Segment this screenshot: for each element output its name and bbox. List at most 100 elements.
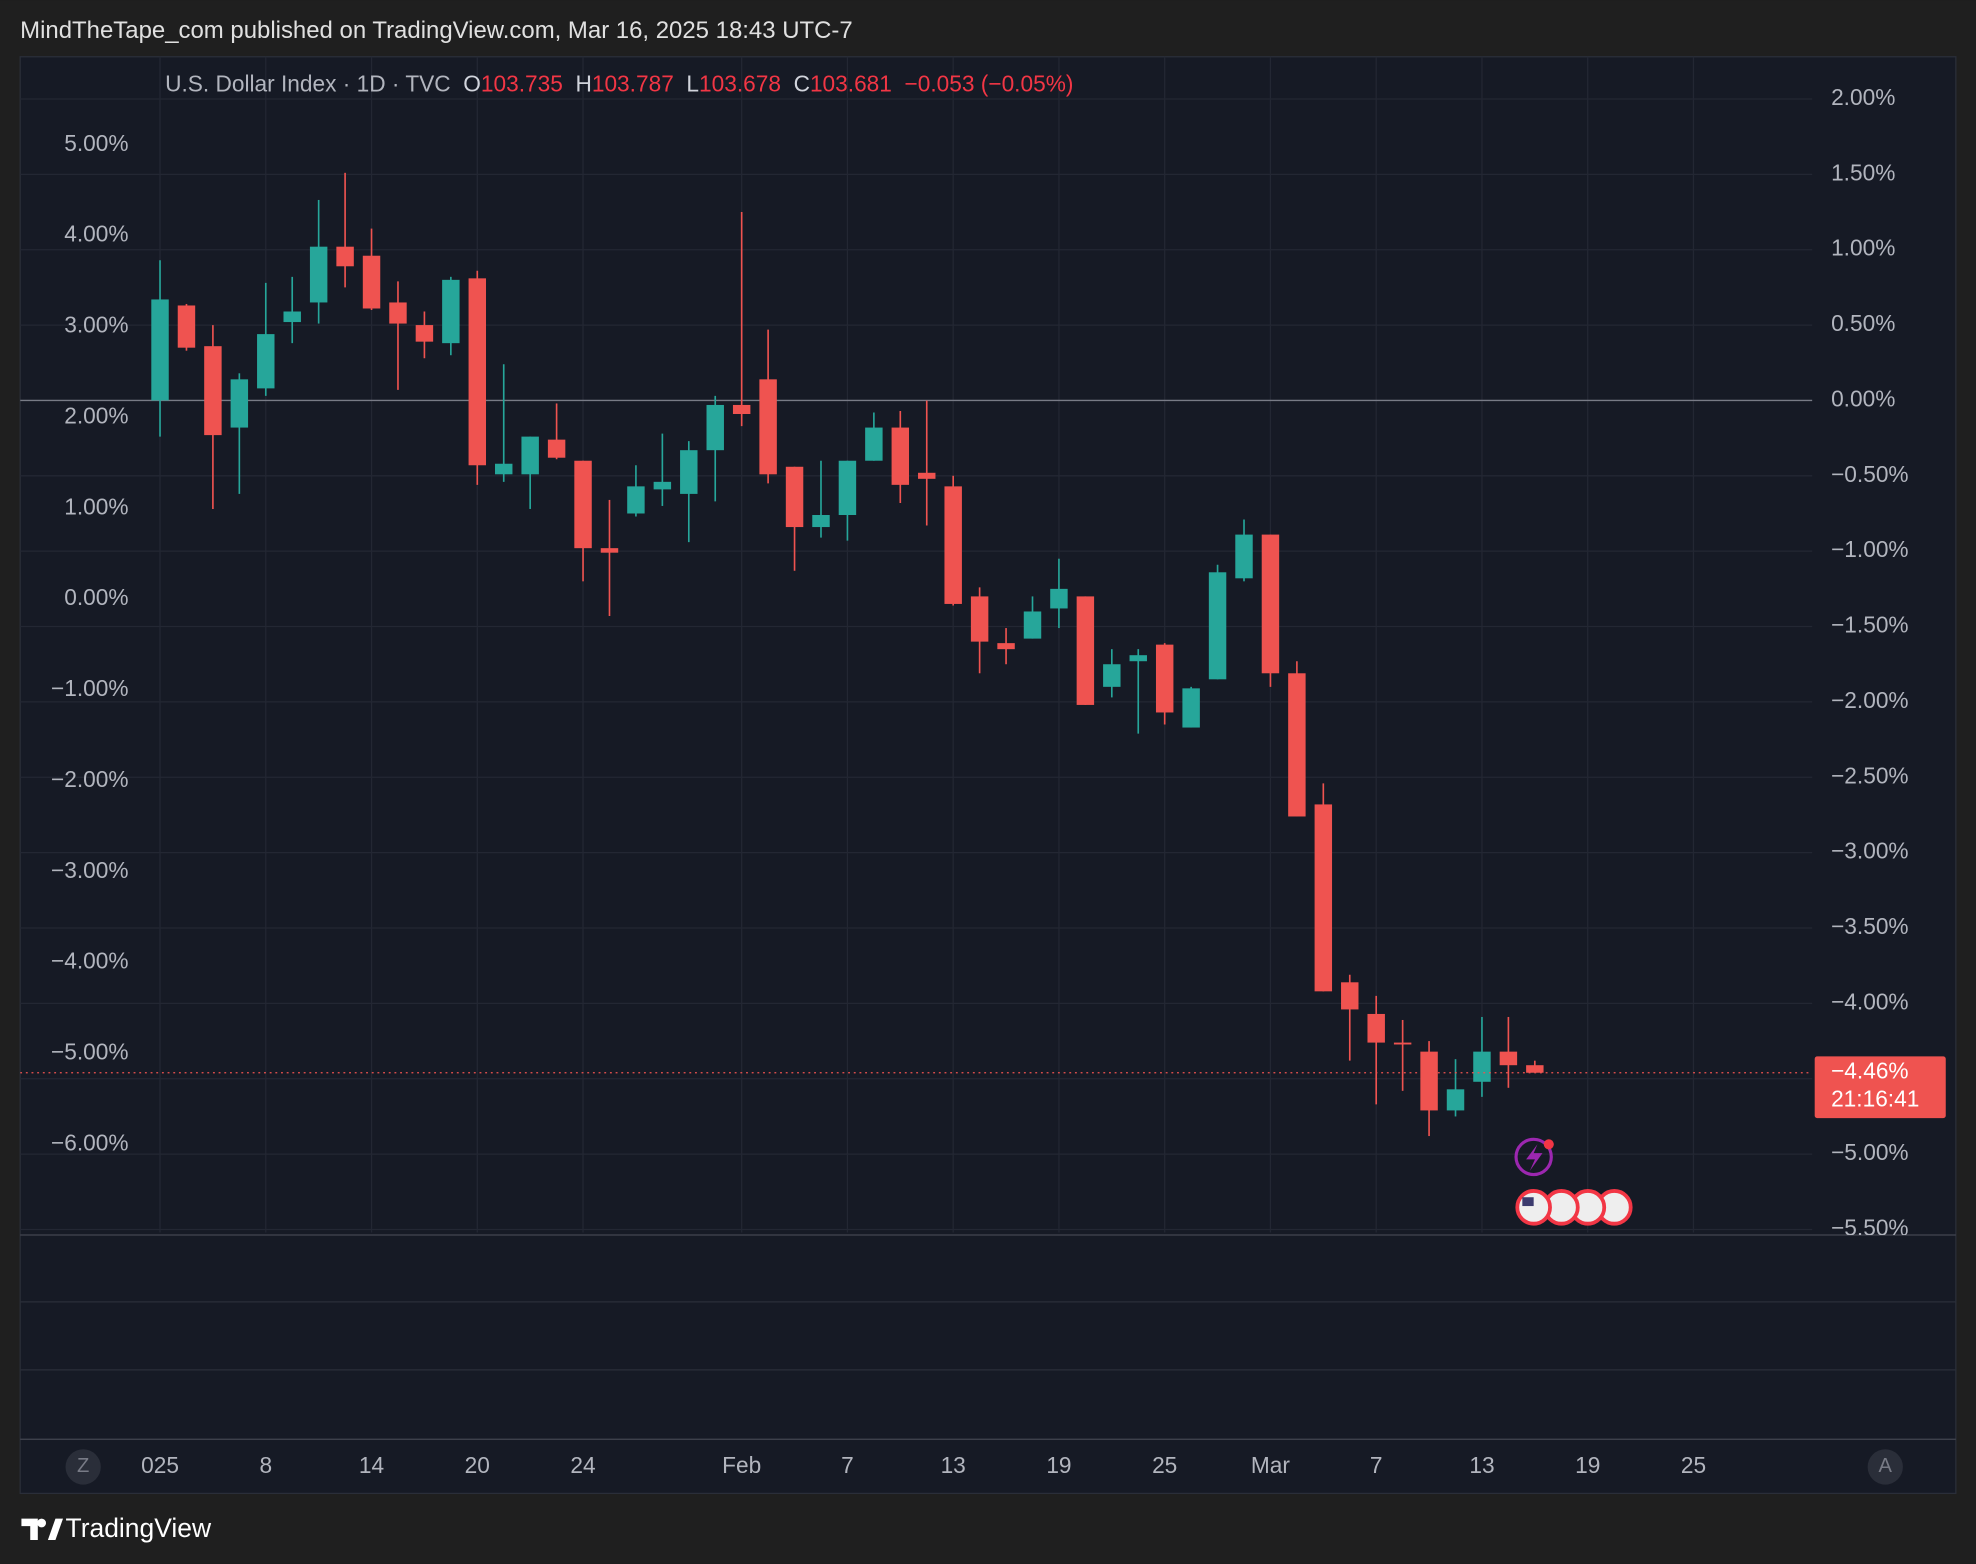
candle-body bbox=[230, 379, 249, 428]
x-tick-label: 19 bbox=[1575, 1452, 1600, 1478]
legend-value: 103.735 bbox=[481, 71, 563, 97]
candle-body bbox=[257, 334, 275, 389]
candle-body bbox=[1235, 534, 1253, 579]
y2-tick-label: −3.00% bbox=[51, 857, 129, 883]
y-tick-label: −2.50% bbox=[1831, 762, 1909, 788]
candle-body bbox=[1076, 596, 1095, 705]
chart-panel bbox=[19, 56, 1957, 1495]
candle-body bbox=[1393, 1042, 1412, 1045]
candle-body bbox=[309, 246, 328, 303]
candle-body bbox=[1261, 534, 1280, 674]
candle-body bbox=[1103, 664, 1121, 687]
y-tick-label: −3.50% bbox=[1831, 913, 1909, 939]
candle-body bbox=[151, 299, 169, 401]
logo bbox=[21, 1518, 64, 1541]
candle-body bbox=[706, 404, 724, 451]
candle-body bbox=[521, 436, 539, 475]
candle-body bbox=[891, 427, 910, 485]
candle-body bbox=[865, 427, 883, 461]
legend-value: 103.678 bbox=[699, 71, 781, 97]
candle-body bbox=[468, 278, 487, 466]
y2-tick-label: −5.00% bbox=[51, 1039, 129, 1065]
candle-body bbox=[283, 311, 301, 323]
y-tick-label: −3.00% bbox=[1831, 838, 1909, 864]
candle-body bbox=[204, 346, 222, 436]
candle-body bbox=[1288, 673, 1306, 817]
button[interactable] bbox=[1867, 1449, 1903, 1485]
x-tick-label: 19 bbox=[1046, 1452, 1071, 1478]
x-tick-label: 8 bbox=[259, 1452, 272, 1478]
button[interactable] bbox=[65, 1449, 101, 1485]
y-tick-label: 2.00% bbox=[1831, 84, 1895, 110]
button-label[interactable]: Z bbox=[77, 1455, 89, 1477]
legend-key: C bbox=[794, 71, 810, 97]
candle-body bbox=[732, 404, 751, 415]
candle-body bbox=[177, 305, 196, 348]
candle-body bbox=[547, 439, 566, 458]
y2-tick-label: 3.00% bbox=[64, 312, 128, 338]
candle-body bbox=[997, 643, 1015, 650]
candle-body bbox=[918, 472, 936, 479]
x-tick-label: 14 bbox=[359, 1452, 384, 1478]
candle-body bbox=[653, 481, 672, 490]
x-tick-label: 7 bbox=[1370, 1452, 1383, 1478]
candle-body bbox=[1050, 588, 1068, 609]
x-tick-label: 20 bbox=[465, 1452, 490, 1478]
candle-body bbox=[1341, 982, 1359, 1010]
candle-body bbox=[680, 450, 698, 494]
legend-value: 103.787 bbox=[592, 71, 674, 97]
y-tick-label: −2.00% bbox=[1831, 687, 1909, 713]
candle-body bbox=[495, 463, 513, 475]
candle-body bbox=[838, 460, 857, 516]
button-label[interactable]: A bbox=[1879, 1455, 1893, 1477]
x-tick-label: 25 bbox=[1152, 1452, 1177, 1478]
y-tick-label: −1.00% bbox=[1831, 536, 1909, 562]
y2-tick-label: −2.00% bbox=[51, 766, 129, 792]
last-price-box bbox=[1814, 1056, 1946, 1119]
last-price-label: −4.46% bbox=[1831, 1058, 1909, 1084]
legend-symbol: U.S. Dollar Index · 1D · TVC bbox=[165, 71, 451, 97]
x-tick-label: 13 bbox=[1469, 1452, 1494, 1478]
y-tick-label: 0.00% bbox=[1831, 385, 1895, 411]
legend-key: L bbox=[686, 71, 699, 97]
candle-body bbox=[389, 302, 407, 324]
y2-tick-label: −1.00% bbox=[51, 675, 129, 701]
countdown: 21:16:41 bbox=[1831, 1085, 1919, 1111]
candle-body bbox=[600, 548, 619, 553]
candle-body bbox=[1314, 804, 1333, 992]
x-tick-label: Feb bbox=[722, 1452, 761, 1478]
legend-key: O bbox=[463, 71, 481, 97]
y-tick-label: −1.50% bbox=[1831, 612, 1909, 638]
candle-body bbox=[1526, 1065, 1544, 1073]
candle-body bbox=[1367, 1013, 1385, 1043]
y-tick-label: 1.50% bbox=[1831, 159, 1895, 185]
candle-body bbox=[1499, 1051, 1518, 1066]
candle-body bbox=[415, 325, 434, 342]
y2-tick-label: −4.00% bbox=[51, 948, 129, 974]
y2-tick-label: −6.00% bbox=[51, 1129, 129, 1155]
x-tick-label: 7 bbox=[841, 1452, 854, 1478]
y2-tick-label: 2.00% bbox=[64, 402, 128, 428]
y-tick-label: −5.00% bbox=[1831, 1139, 1909, 1165]
legend-change: −0.053 (−0.05%) bbox=[905, 71, 1074, 97]
candle-body bbox=[574, 460, 592, 549]
y2-tick-label: 4.00% bbox=[64, 221, 128, 247]
brand: TradingView bbox=[66, 1513, 212, 1543]
legend-value: 103.681 bbox=[810, 71, 892, 97]
candle-body bbox=[1023, 611, 1042, 639]
candle-body bbox=[1420, 1051, 1438, 1111]
y2-tick-label: 0.00% bbox=[64, 584, 128, 610]
header: MindTheTape_com published on TradingView… bbox=[20, 17, 853, 44]
y2-tick-label: 1.00% bbox=[64, 493, 128, 519]
y-tick-label: 1.00% bbox=[1831, 235, 1895, 261]
x-tick-label: 025 bbox=[141, 1452, 179, 1478]
candle-body bbox=[1208, 572, 1227, 680]
x-tick-label: Mar bbox=[1251, 1452, 1290, 1478]
candle-body bbox=[785, 466, 804, 528]
legend-key: H bbox=[575, 71, 591, 97]
candle-body bbox=[627, 486, 645, 514]
y2-tick-label: 5.00% bbox=[64, 130, 128, 156]
candle-body bbox=[944, 486, 962, 604]
